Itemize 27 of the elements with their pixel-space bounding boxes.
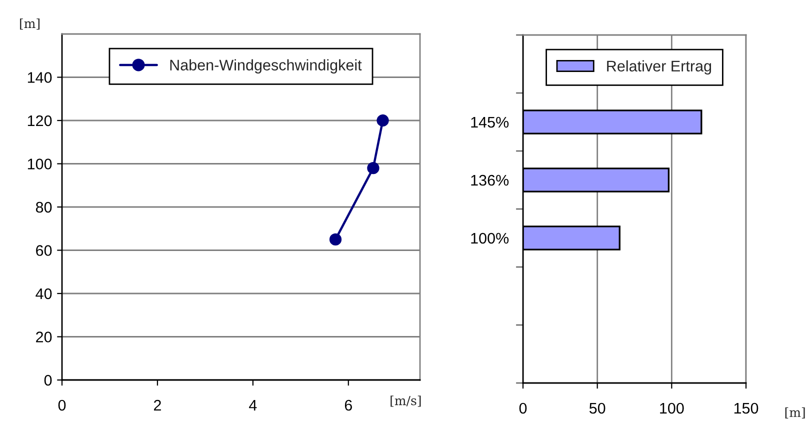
x-tick-label: 6 [344,400,352,411]
y-tick-label: 0 [44,374,52,386]
legend-label: Naben-Windgeschwindigkeit [170,59,362,74]
point [376,114,389,127]
y-tick-label: 120 [28,115,52,126]
x-axis-title: [m/s] [390,396,421,407]
y-tick-label: 136% [471,174,509,186]
x-tick-label: 150 [734,402,758,414]
y-tick-label: 40 [36,288,52,300]
x-tick-label: 50 [589,402,606,414]
legend-label: Relativer Ertrag [607,60,712,75]
x-axis-title: [m] [785,407,805,419]
y-tick-label: 100 [28,158,52,170]
y-tick-label: 60 [36,245,52,256]
y-tick-label: 20 [36,332,52,342]
point [367,162,380,174]
y-tick-label: 145% [471,116,509,128]
x-tick-label: 0 [519,402,527,414]
y-tick-label: 80 [36,202,52,213]
y-tick-label: 140 [28,72,52,83]
y-axis-title: [m] [20,18,40,30]
point [329,233,342,246]
x-tick-label: 2 [154,400,161,411]
x-tick-label: 4 [249,400,257,411]
y-tick-label: 100% [471,232,509,244]
x-tick-label: 0 [58,400,66,411]
x-tick-label: 100 [660,402,684,414]
